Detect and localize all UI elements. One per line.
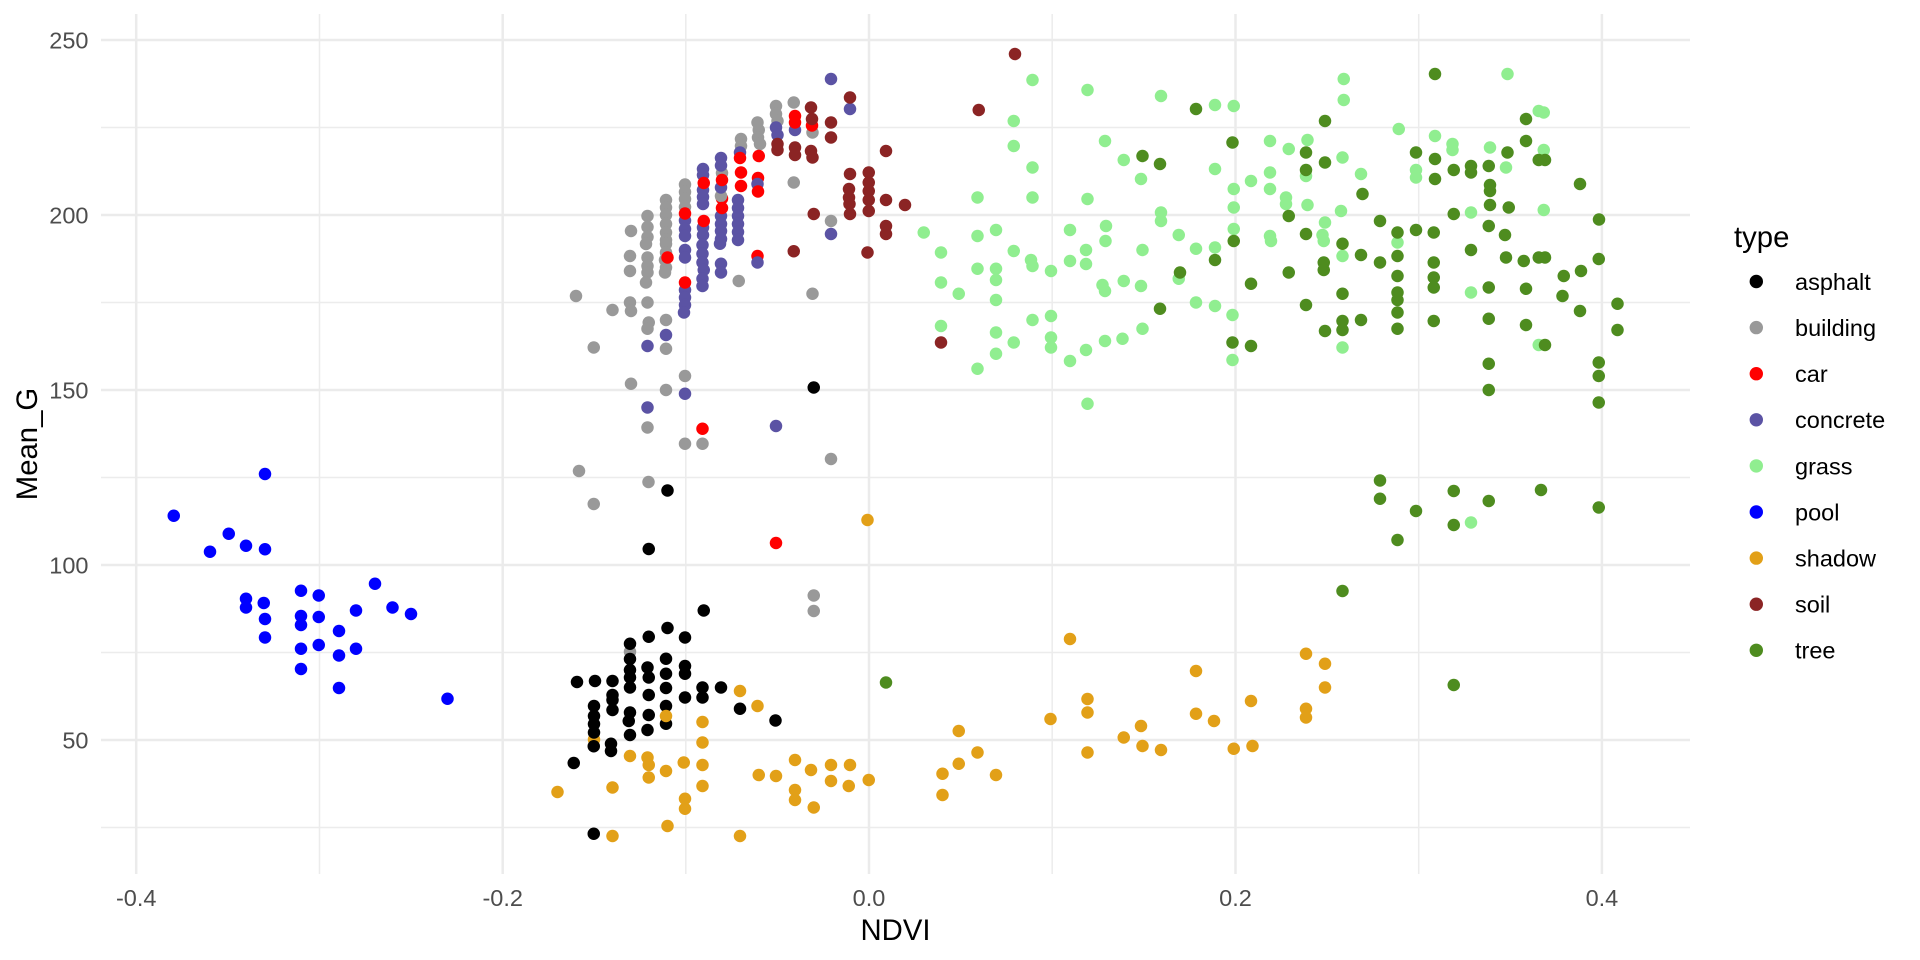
svg-text:pool: pool [1795,499,1839,525]
svg-text:grass: grass [1795,453,1852,479]
svg-text:car: car [1795,361,1828,387]
svg-text:50: 50 [62,727,88,753]
svg-text:250: 250 [49,27,88,53]
svg-text:0.4: 0.4 [1586,885,1619,911]
svg-text:100: 100 [49,552,88,578]
svg-text:asphalt: asphalt [1795,269,1871,295]
svg-text:150: 150 [49,377,88,403]
svg-text:shadow: shadow [1795,546,1877,572]
svg-text:-0.4: -0.4 [116,885,157,911]
svg-text:building: building [1795,315,1876,341]
svg-text:-0.2: -0.2 [482,885,523,911]
svg-text:0.0: 0.0 [853,885,886,911]
svg-text:Mean_G: Mean_G [11,388,44,500]
svg-text:200: 200 [49,202,88,228]
svg-text:soil: soil [1795,592,1830,618]
svg-text:0.2: 0.2 [1219,885,1252,911]
svg-text:tree: tree [1795,638,1836,664]
svg-text:NDVI: NDVI [861,914,931,947]
svg-text:concrete: concrete [1795,407,1885,433]
svg-text:type: type [1734,221,1789,254]
